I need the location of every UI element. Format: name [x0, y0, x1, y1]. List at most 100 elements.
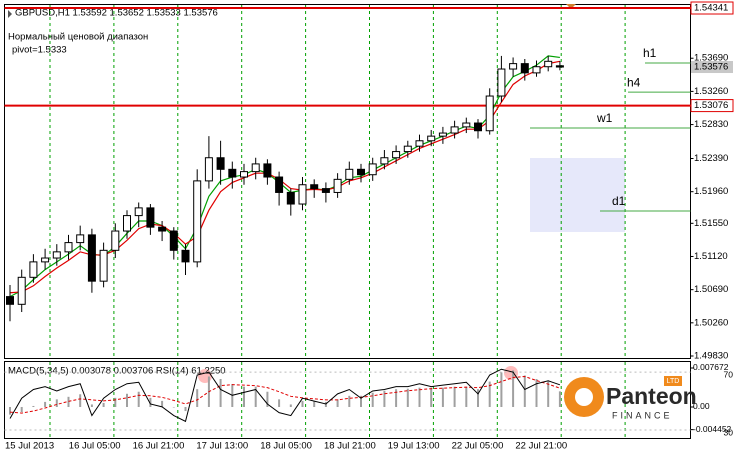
x-tick-label: 22 Jul 05:00 [452, 441, 504, 452]
macd-bar [441, 387, 444, 407]
macd-bar [149, 397, 152, 407]
candle-body [228, 168, 237, 178]
x-tick-label: 22 Jul 21:00 [515, 441, 567, 452]
candle-body [240, 171, 248, 178]
annotation: Нормальный ценовой диапазон [8, 32, 148, 43]
y-tick-label: 1.49830 [694, 351, 728, 362]
candle-body [438, 132, 447, 137]
macd-bar [535, 379, 538, 407]
macd-bar [512, 370, 515, 407]
macd-bar [254, 386, 257, 407]
candle-body [146, 207, 155, 228]
logo-subtitle: FINANCE [612, 410, 673, 420]
macd-bar [67, 396, 70, 407]
macd-bar [558, 391, 561, 407]
candle-body [134, 207, 143, 217]
candle-body [64, 242, 73, 253]
candle-body [263, 163, 272, 178]
macd-bar [371, 392, 374, 407]
candle-body [345, 168, 354, 180]
candle-body [111, 230, 120, 251]
macd-bar [266, 391, 269, 407]
indicator-panel [4, 361, 691, 439]
y-tick-label: 0.007672 [693, 362, 729, 372]
candle-body [497, 68, 506, 97]
y2-tick-label: 70 [724, 369, 734, 379]
candle-body [415, 140, 424, 147]
candle-body [204, 157, 213, 182]
y-tick-label: -0.004452 [693, 424, 732, 434]
macd-bar [114, 397, 117, 407]
candle-body [520, 63, 529, 74]
signal-dot [504, 366, 518, 380]
candle-body [181, 249, 190, 263]
macd-bar [55, 399, 58, 407]
price-label: 1.53076 [694, 100, 728, 111]
y-tick-label: 0.00 [693, 401, 710, 411]
price-label-box [690, 99, 734, 113]
macd-bar [44, 401, 47, 407]
logo-badge: LTD [667, 378, 680, 385]
macd-bar [126, 393, 128, 407]
candle-body [462, 122, 471, 128]
candle-body [193, 180, 202, 263]
macd-bar [523, 375, 526, 407]
y-tick-label: 1.52830 [694, 119, 728, 130]
candle-body [17, 276, 26, 305]
candle-body [41, 257, 50, 263]
level-label: d1 [612, 194, 626, 208]
logo: LTD Panteon FINANCE [564, 376, 697, 420]
logo-mark [575, 388, 593, 406]
candle-body [6, 296, 14, 305]
candle-body [298, 184, 307, 205]
macd-bar [348, 395, 351, 407]
rsi-line [9, 368, 561, 423]
price-label: 1.54341 [694, 3, 728, 14]
level-label: h4 [627, 75, 641, 89]
candle-body [380, 157, 389, 165]
price-panel [4, 4, 691, 359]
candle-body [555, 65, 564, 68]
macd-bar [196, 389, 199, 407]
macd-bar [289, 404, 292, 407]
candle-body [357, 168, 365, 176]
candle-body [87, 234, 96, 282]
x-tick-label: 18 Jul 21:00 [324, 441, 376, 452]
level-label: h1 [643, 46, 657, 60]
candle-body [310, 184, 319, 190]
macd-bar [383, 390, 386, 407]
y-tick-label: 1.51550 [694, 218, 728, 229]
macd-bar [477, 389, 479, 407]
macd-bar [278, 399, 281, 407]
x-tick-label: 19 Jul 13:00 [388, 441, 440, 452]
candle-body [321, 188, 330, 193]
candle-body [392, 151, 401, 159]
macd-bar [406, 388, 409, 407]
candle-body [509, 63, 518, 70]
macd-bar [336, 399, 339, 407]
candle-body [368, 163, 377, 176]
macd-bar [313, 400, 316, 407]
y-tick-label: 1.51960 [694, 186, 728, 197]
x-tick-label: 18 Jul 05:00 [260, 441, 312, 452]
candle-body [544, 60, 553, 68]
current-price-label: 1.53576 [694, 62, 728, 73]
indicator-title: MACD(5,34,5) 0.003078 0.003706 RSI(14) 6… [8, 366, 226, 377]
candle-body [485, 95, 494, 132]
candle-body [158, 226, 167, 232]
candle-body [427, 135, 436, 142]
macd-bar [465, 386, 468, 407]
candle-body [251, 163, 260, 173]
x-tick-label: 16 Jul 21:00 [133, 441, 185, 452]
macd-bar [172, 406, 175, 408]
y-tick-label: 1.51120 [694, 251, 728, 262]
y-tick-label: 1.50690 [694, 284, 728, 295]
candle-body [52, 251, 61, 259]
candle-body [286, 191, 295, 205]
candle-body [532, 66, 541, 74]
chart-title: GBPUSD,H1 1.53592 1.53652 1.53533 1.5357… [15, 8, 218, 19]
macd-bar [219, 379, 222, 407]
symbol-icon [8, 10, 12, 18]
candle-body [403, 145, 412, 153]
